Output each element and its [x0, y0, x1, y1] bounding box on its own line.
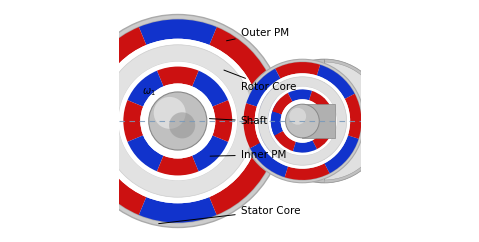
Wedge shape [157, 156, 199, 175]
Wedge shape [127, 135, 163, 171]
Wedge shape [288, 90, 312, 102]
Wedge shape [309, 91, 331, 111]
Wedge shape [243, 103, 260, 148]
Circle shape [289, 108, 306, 125]
Polygon shape [302, 104, 335, 138]
Wedge shape [139, 197, 217, 223]
Circle shape [285, 104, 319, 138]
Wedge shape [139, 19, 217, 45]
Text: $\omega_1$: $\omega_1$ [142, 86, 156, 98]
Wedge shape [246, 69, 280, 107]
Wedge shape [76, 82, 102, 160]
Wedge shape [312, 128, 332, 149]
Wedge shape [345, 94, 361, 139]
Wedge shape [209, 152, 272, 215]
Wedge shape [192, 71, 228, 107]
Wedge shape [157, 67, 199, 86]
Wedge shape [213, 100, 232, 142]
Wedge shape [250, 143, 288, 177]
Polygon shape [324, 59, 386, 183]
Wedge shape [271, 112, 283, 136]
Text: Stator Core: Stator Core [159, 205, 300, 224]
Wedge shape [84, 152, 146, 215]
Wedge shape [324, 135, 359, 173]
Text: Rotor Core: Rotor Core [224, 70, 296, 92]
Circle shape [140, 83, 215, 159]
Wedge shape [254, 82, 279, 160]
Wedge shape [322, 106, 334, 130]
Text: Shaft: Shaft [209, 116, 268, 126]
Wedge shape [209, 27, 272, 90]
Wedge shape [317, 65, 355, 99]
Wedge shape [274, 131, 296, 151]
Circle shape [149, 92, 207, 150]
Circle shape [265, 62, 383, 180]
Wedge shape [285, 163, 330, 180]
Circle shape [154, 97, 186, 129]
Wedge shape [127, 71, 163, 107]
Wedge shape [275, 62, 320, 79]
Wedge shape [84, 27, 146, 90]
Text: Inner PM: Inner PM [210, 150, 286, 160]
Circle shape [281, 99, 324, 143]
Wedge shape [272, 93, 292, 114]
Circle shape [169, 112, 195, 138]
Circle shape [262, 59, 386, 183]
Wedge shape [293, 140, 317, 152]
Wedge shape [123, 100, 143, 142]
Text: Outer PM: Outer PM [227, 28, 289, 41]
Wedge shape [192, 135, 228, 171]
